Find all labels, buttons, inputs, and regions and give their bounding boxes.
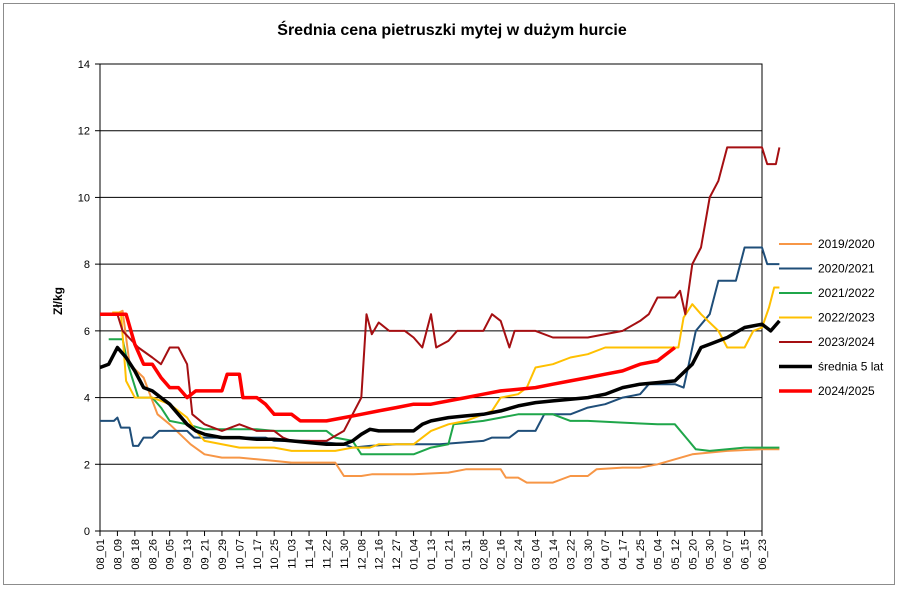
x-tick-label: 05_04: [652, 539, 664, 570]
x-tick-label: 06_23: [757, 539, 769, 570]
x-tick-label: 08_01: [95, 539, 107, 570]
series-line-4: [100, 146, 781, 442]
x-tick-label: 09_29: [217, 539, 229, 570]
x-tick-label: 02_24: [513, 539, 525, 570]
x-tick-label: 05_20: [687, 539, 699, 570]
series-line-5: [99, 319, 781, 447]
legend-label: 2020/2021: [818, 262, 875, 276]
x-tick-label: 02_08: [478, 539, 490, 570]
legend-label: 2024/2025: [818, 384, 875, 398]
x-tick-label: 03_30: [583, 539, 595, 570]
series-line-2: [108, 338, 780, 456]
x-tick-label: 09_13: [182, 539, 194, 570]
x-tick-label: 05_12: [670, 539, 682, 570]
y-tick-label: 14: [78, 59, 90, 71]
y-tick-label: 12: [78, 126, 90, 138]
x-tick-label: 04_25: [635, 539, 647, 570]
x-tick-label: 11_14: [304, 539, 316, 569]
y-tick-label: 6: [84, 326, 90, 338]
x-tick-label: 12_16: [374, 539, 386, 570]
legend-label: średnia 5 lat: [818, 360, 884, 374]
x-tick-label: 11_03: [287, 539, 299, 569]
x-tick-label: 08_09: [112, 539, 124, 570]
grid-lines: [100, 63, 762, 532]
chart-frame: Średnia cena pietruszki mytej w dużym hu…: [3, 3, 895, 585]
y-tick-label: 0: [84, 526, 90, 538]
x-tick-label: 10_25: [269, 539, 281, 570]
x-tick-label: 01_04: [409, 539, 421, 570]
x-tick-label: 12_27: [391, 539, 403, 570]
x-tick-label: 02_16: [496, 539, 508, 570]
x-tick-label: 11_30: [339, 539, 351, 569]
x-tick-label: 03_14: [548, 539, 560, 570]
legend-label: 2019/2020: [818, 237, 875, 251]
y-tick-label: 2: [84, 459, 90, 471]
y-tick-label: 4: [84, 393, 90, 405]
x-tick-label: 05_30: [705, 539, 717, 570]
x-tick-label: 01_13: [426, 539, 438, 570]
x-tick-label: 08_26: [147, 539, 159, 570]
chart-title: Średnia cena pietruszki mytej w dużym hu…: [277, 20, 627, 39]
legend-label: 2022/2023: [818, 311, 875, 325]
x-tick-label: 06_15: [740, 539, 752, 570]
legend-label: 2021/2022: [818, 286, 875, 300]
y-tick-label: 8: [84, 259, 90, 271]
x-tick-label: 01_21: [443, 539, 455, 570]
x-tick-label: 06_07: [722, 539, 734, 570]
series-lines: [99, 146, 781, 484]
x-tick-label: 10_07: [234, 539, 246, 570]
series-line-1: [100, 246, 780, 449]
legend-label: 2023/2024: [818, 335, 875, 349]
x-tick-label: 08_18: [130, 539, 142, 570]
x-tick-label: 09_05: [165, 539, 177, 570]
x-tick-label: 04_17: [618, 539, 630, 570]
x-axis-ticks: 08_01 08_09 08_18 08_26 09_05 09_13 09_21 09_29…: [95, 531, 769, 570]
series-line-0: [100, 309, 780, 484]
line-chart: Średnia cena pietruszki mytej w dużym hu…: [51, 20, 884, 570]
x-tick-label: 04_07: [600, 539, 612, 570]
y-axis-label: Zł/kg: [51, 287, 65, 315]
legend: 2019/2020 2020/2021 2021/2022 2022/2023 2023…: [779, 237, 884, 398]
x-tick-label: 10_17: [252, 539, 264, 570]
x-tick-label: 09_21: [200, 539, 212, 570]
series-line-6: [100, 312, 676, 423]
x-tick-label: 11_22: [321, 539, 333, 569]
y-tick-label: 10: [78, 192, 90, 204]
x-tick-label: 03_04: [531, 539, 543, 570]
x-tick-label: 12_08: [356, 539, 368, 570]
x-tick-label: 03_22: [565, 539, 577, 570]
y-axis-ticks: 0 2 4 6 8 10 12 14: [78, 59, 100, 538]
x-tick-label: 01_31: [461, 539, 473, 570]
